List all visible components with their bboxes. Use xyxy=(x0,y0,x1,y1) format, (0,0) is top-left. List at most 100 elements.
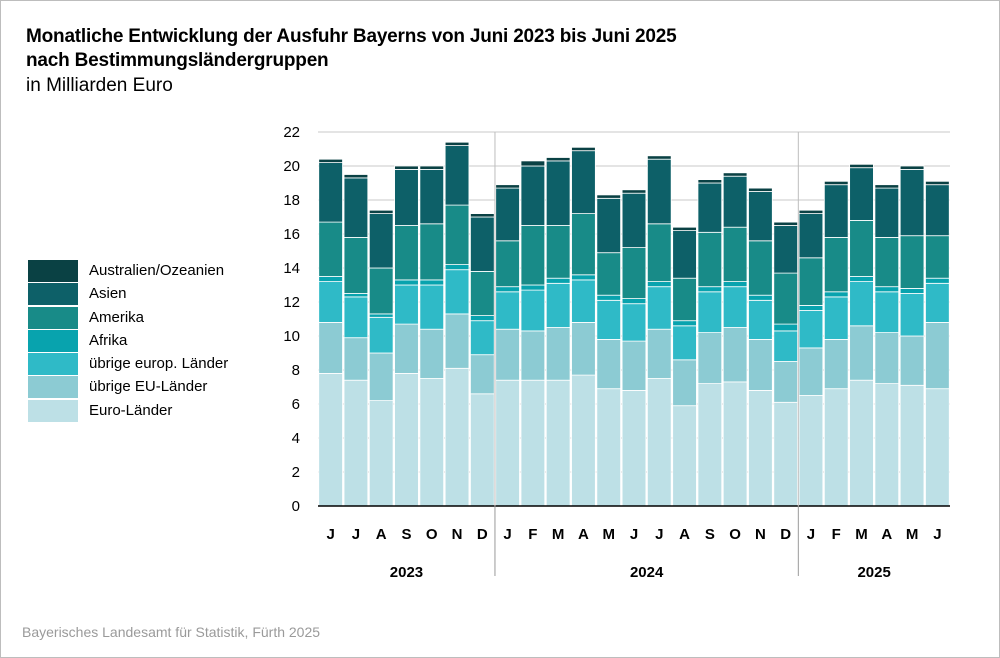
x-tick-label: M xyxy=(602,526,615,543)
bar-segment-afrika xyxy=(621,298,647,305)
bar-segment-asien xyxy=(646,158,672,225)
bar-segment-europ xyxy=(470,320,495,356)
bar-segment-amerika xyxy=(495,240,520,288)
bar-segment-asien xyxy=(545,160,571,226)
bar-segment-asien xyxy=(722,175,748,228)
bar-segment-eu xyxy=(672,359,697,407)
bar-group xyxy=(318,158,343,507)
bar-segment-europ xyxy=(849,281,874,327)
bar-segment-afrika xyxy=(849,276,874,282)
x-tick-label: J xyxy=(655,526,663,543)
bar-segment-euro xyxy=(621,389,647,507)
bar-segment-afrika xyxy=(545,277,571,284)
bar-segment-asien xyxy=(621,192,647,248)
bar-segment-asien xyxy=(748,191,773,242)
bar-group xyxy=(823,180,849,507)
bar-segment-afrika xyxy=(798,304,824,311)
bar-segment-europ xyxy=(419,284,445,330)
y-tick-label: 4 xyxy=(292,430,300,447)
bar-segment-asien xyxy=(394,168,419,226)
bar-segment-euro xyxy=(571,374,596,507)
bar-segment-afrika xyxy=(419,279,445,286)
bar-segment-amerika xyxy=(444,204,470,266)
bar-segment-eu xyxy=(419,328,445,379)
x-tick-label: J xyxy=(326,526,334,543)
chart-subtitle: in Milliarden Euro xyxy=(26,75,173,96)
bar-segment-asien xyxy=(571,150,596,214)
bar-segment-ozeanien xyxy=(621,189,647,194)
bar-segment-amerika xyxy=(748,240,773,296)
bar-segment-europ xyxy=(343,296,369,339)
bar-segment-afrika xyxy=(470,315,495,322)
bar-segment-asien xyxy=(925,184,950,237)
bar-segment-euro xyxy=(444,367,470,507)
bar-segment-europ xyxy=(571,279,596,323)
bar-segment-ozeanien xyxy=(318,158,343,163)
bar-segment-euro xyxy=(368,400,394,507)
bar-segment-ozeanien xyxy=(470,213,495,218)
bar-segment-ozeanien xyxy=(343,174,369,179)
source-note: Bayerisches Landesamt für Statistik, Für… xyxy=(22,624,321,640)
x-tick-label: D xyxy=(780,526,791,543)
x-tick-label: S xyxy=(705,526,715,543)
x-tick-label: S xyxy=(401,526,411,543)
bar-segment-euro xyxy=(874,383,900,507)
bar-segment-afrika xyxy=(899,287,925,294)
bar-segment-amerika xyxy=(394,225,419,281)
bar-segment-europ xyxy=(748,299,773,340)
bar-segment-ozeanien xyxy=(798,209,824,214)
bar-segment-eu xyxy=(571,321,596,376)
bar-segment-afrika xyxy=(571,274,596,281)
bar-segment-europ xyxy=(545,282,571,328)
bar-segment-europ xyxy=(823,296,849,340)
bar-group xyxy=(697,179,723,507)
y-tick-label: 12 xyxy=(283,294,300,311)
bar-segment-ozeanien xyxy=(571,146,596,152)
bar-segment-europ xyxy=(798,310,824,349)
x-tick-label: M xyxy=(552,526,565,543)
bar-segment-asien xyxy=(697,182,723,233)
legend-swatch xyxy=(28,283,78,306)
bar-segment-eu xyxy=(874,332,900,385)
bar-segment-afrika xyxy=(343,293,369,298)
bar-group xyxy=(748,187,773,507)
bar-segment-euro xyxy=(470,393,495,507)
bar-segment-afrika xyxy=(495,286,520,293)
bar-group xyxy=(798,209,824,507)
legend-swatch xyxy=(28,306,78,329)
bar-segment-ozeanien xyxy=(773,221,798,226)
bar-segment-euro xyxy=(849,379,874,507)
bar-segment-asien xyxy=(823,184,849,238)
bar-segment-europ xyxy=(773,330,798,362)
bar-segment-asien xyxy=(444,145,470,206)
bar-group xyxy=(899,165,925,507)
chart-title-line1: Monatliche Entwicklung der Ausfuhr Bayer… xyxy=(26,26,677,47)
x-tick-label: J xyxy=(807,526,815,543)
x-tick-label: D xyxy=(477,526,488,543)
bar-segment-asien xyxy=(318,162,343,223)
legend-label: Euro-Länder xyxy=(89,401,173,419)
bar-segment-afrika xyxy=(823,291,849,298)
bar-segment-amerika xyxy=(596,252,622,296)
x-tick-label: J xyxy=(352,526,360,543)
bar-segment-asien xyxy=(495,187,520,242)
bar-segment-asien xyxy=(520,165,546,226)
bar-segment-europ xyxy=(596,299,622,340)
bar-segment-ozeanien xyxy=(849,163,874,169)
bar-segment-amerika xyxy=(646,223,672,283)
bar-segment-eu xyxy=(545,327,571,381)
x-tick-label: J xyxy=(503,526,511,543)
x-tick-label: O xyxy=(426,526,438,543)
bar-segment-afrika xyxy=(596,294,622,301)
bar-segment-amerika xyxy=(470,270,495,316)
bar-segment-eu xyxy=(748,338,773,391)
bar-group xyxy=(495,184,520,507)
bar-segment-europ xyxy=(444,269,470,315)
bar-segment-euro xyxy=(318,372,343,507)
bar-segment-eu xyxy=(444,313,470,369)
bar-segment-asien xyxy=(874,187,900,238)
bar-segment-afrika xyxy=(394,279,419,286)
x-tick-label: A xyxy=(376,526,387,543)
bar-segment-europ xyxy=(874,291,900,333)
bar-segment-europ xyxy=(368,316,394,354)
